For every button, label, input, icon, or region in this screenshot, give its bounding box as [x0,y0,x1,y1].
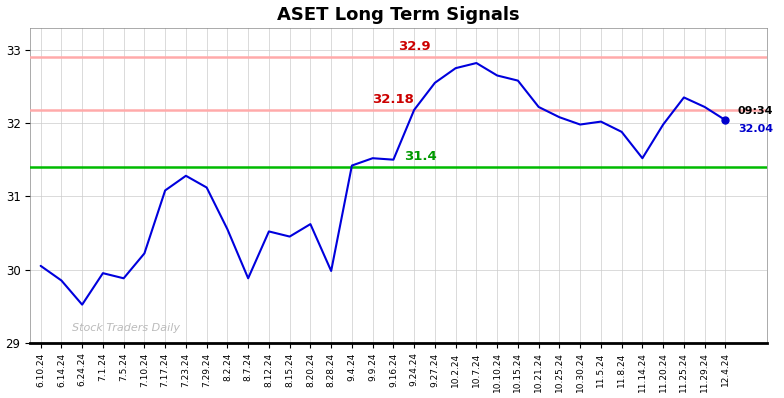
Text: 31.4: 31.4 [404,150,437,163]
Title: ASET Long Term Signals: ASET Long Term Signals [278,6,520,23]
Text: 32.04: 32.04 [738,124,773,134]
Text: 32.18: 32.18 [372,93,414,106]
Text: Stock Traders Daily: Stock Traders Daily [72,323,180,333]
Text: 09:34: 09:34 [738,106,773,116]
Text: 32.9: 32.9 [397,40,430,53]
